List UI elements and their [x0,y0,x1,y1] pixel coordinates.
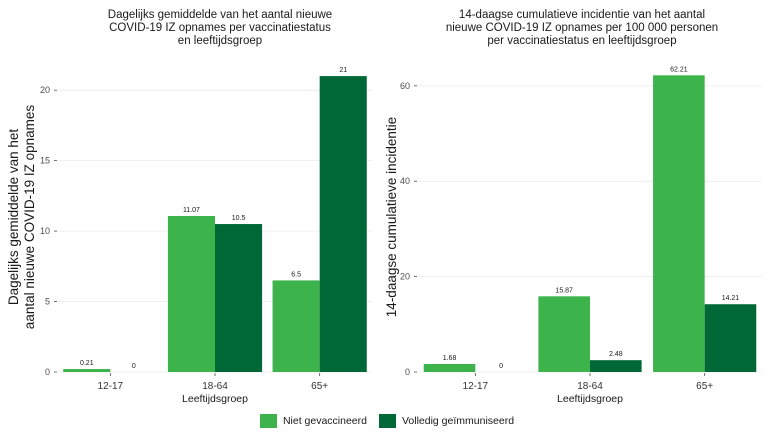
legend-label-niet-gevaccineerd: Niet gevaccineerd [282,415,367,427]
chart1-title-line: en leeftijdsgroep [178,35,262,47]
chart1-data-label: 10.5 [232,215,246,222]
chart2-title-line: per vaccinatiestatus en leeftijdsgroep [487,35,676,47]
chart2-x-tick-label: 18-64 [577,381,603,392]
legend-item-niet-gevaccineerd: Niet gevaccineerd [259,414,367,428]
chart2-data-label: 0 [499,363,503,370]
chart1-data-label: 21 [339,67,347,74]
chart1-y-tick-label: 10 [40,226,50,236]
chart2-bar-65+-niet [653,75,705,372]
chart1-x-tick-label: 18-64 [202,381,228,392]
legend-swatch-niet-gevaccineerd [259,414,277,428]
chart2-data-label: 62.21 [670,66,688,73]
chart2-y-tick-label: 60 [400,81,410,91]
chart2-data-label: 2.48 [609,351,623,358]
chart2-x-tick-label: 65+ [696,381,713,392]
chart1-bar-18-64-volledig [215,224,263,372]
chart1-y-tick-label: 15 [40,156,50,166]
chart1-bar-65+-niet [272,280,320,372]
chart1-y-tick-label: 0 [45,367,50,377]
chart1-bar-65+-volledig [319,76,367,372]
chart1-x-axis-label: Leeftijdsgroep [182,393,248,405]
chart2-title-line: 14-daagse cumulatieve incidentie van het… [459,9,705,21]
legend-label-volledig-geimmuniseerd: Volledig geïmmuniseerd [401,415,515,427]
chart1-y-axis-label: aantal nieuwe COVID-19 IZ opnames [22,105,37,330]
chart2-x-axis-label: Leeftijdsgroep [557,393,623,405]
chart1-data-label: 0.21 [80,360,94,367]
chart1-y-tick-label: 20 [40,85,50,95]
chart1-bar-12-17-niet [63,369,111,372]
chart2-bar-18-64-niet [538,296,590,372]
chart2-bar-65+-volledig [704,304,757,372]
chart1-title-line: Dagelijks gemiddelde van het aantal nieu… [108,9,332,21]
charts-canvas: Dagelijks gemiddelde van het aantal nieu… [6,9,762,405]
chart2-x-tick-label: 12-17 [463,381,489,392]
chart2-title-line: nieuwe COVID-19 IZ opnames per 100 000 p… [446,22,718,34]
chart2-bar-12-17-niet [423,363,476,372]
chart2-bar-18-64-volledig [590,360,642,372]
chart1-x-tick-label: 65+ [311,381,328,392]
chart1-bar-18-64-niet [167,216,215,372]
chart2-y-axis-label: 14-daagse cumulatieve incidentie [384,117,399,317]
chart2-data-label: 15.87 [555,287,573,294]
chart2-y-tick-label: 40 [400,176,410,186]
chart1-data-label: 6.5 [291,271,301,278]
chart1-y-axis-label: Dagelijks gemiddelde van het [6,129,21,306]
chart1-data-label: 11.07 [183,207,200,214]
chart2-data-label: 1.68 [443,355,457,362]
chart1-data-label: 0 [132,363,136,370]
chart1-y-tick-label: 5 [45,297,50,307]
chart2-y-tick-label: 20 [400,272,410,282]
legend-swatch-volledig-geimmuniseerd [378,414,396,428]
legend-item-volledig-geimmuniseerd: Volledig geïmmuniseerd [378,414,515,428]
chart1-title-line: COVID-19 IZ opnames per vaccinatiestatus [109,22,331,34]
chart1-x-tick-label: 12-17 [98,381,124,392]
chart2-data-label: 14.21 [722,295,740,302]
legend: Niet gevaccineerd Volledig geïmmuniseerd [0,414,774,428]
chart2-y-tick-label: 0 [405,367,410,377]
